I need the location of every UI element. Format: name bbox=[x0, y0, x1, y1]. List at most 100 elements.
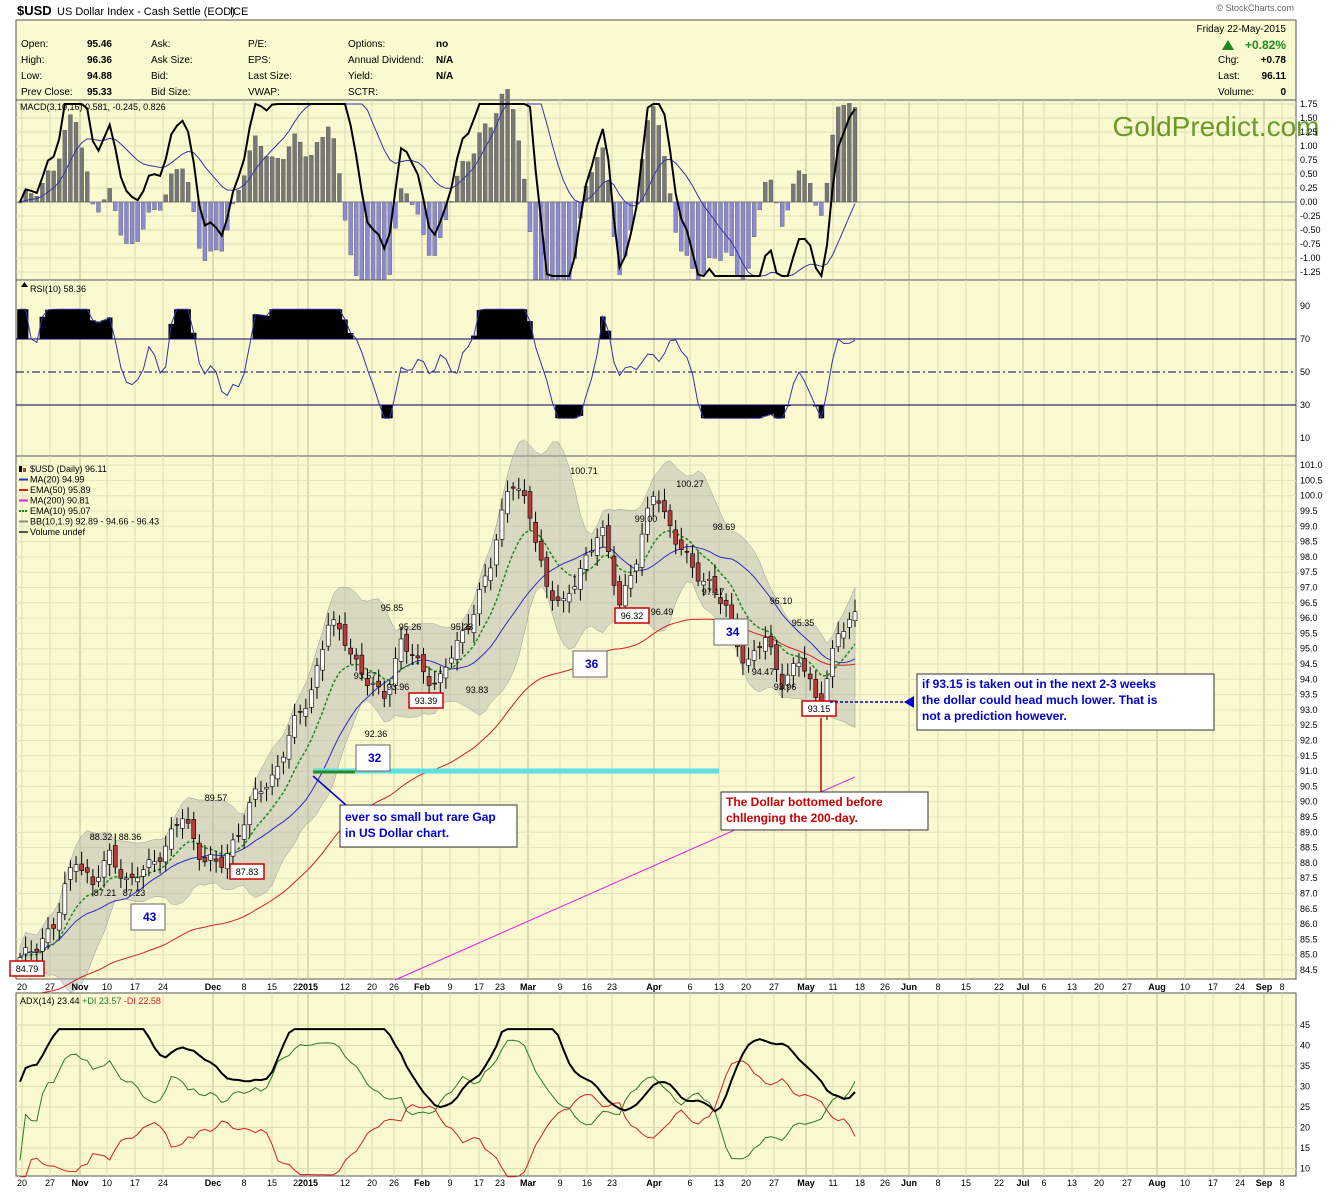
y-tick-label: 88.5 bbox=[1300, 843, 1318, 853]
x-tick-label: 22 bbox=[293, 982, 303, 992]
day-count-box bbox=[355, 744, 391, 772]
y-tick-label: 1.75 bbox=[1300, 99, 1318, 109]
x-tick-label: 15 bbox=[961, 982, 971, 992]
price-panel: 100.71 100.27 99.00 98.69 97.17 96.49 96.10 95.… bbox=[9, 439, 1323, 995]
macd-line bbox=[19, 102, 856, 279]
macd-histogram-bar bbox=[51, 170, 56, 203]
candle-body bbox=[796, 662, 802, 668]
rsi-overbought-fill bbox=[17, 309, 841, 339]
y-tick-label: 90.0 bbox=[1300, 797, 1318, 807]
price-label: 93.83 bbox=[466, 685, 489, 695]
y-tick-label: 90 bbox=[1300, 301, 1310, 311]
candle-body bbox=[381, 691, 387, 699]
candle-body bbox=[572, 586, 578, 590]
candle-body bbox=[213, 858, 219, 862]
macd-histogram-bar bbox=[791, 183, 796, 203]
x-tick-label: 20 bbox=[367, 982, 377, 992]
candle-body bbox=[594, 537, 600, 556]
y-tick-label: 45 bbox=[1300, 1020, 1310, 1030]
candle-body bbox=[342, 624, 348, 646]
x-tick-label: 13 bbox=[714, 982, 724, 992]
candle-body bbox=[802, 658, 807, 672]
candle-body bbox=[191, 819, 197, 839]
candle-body bbox=[365, 678, 370, 687]
macd-histogram-bar bbox=[751, 201, 757, 237]
price-label: 95.26 bbox=[399, 622, 422, 632]
copyright: © StockCharts.com bbox=[1216, 3, 1294, 13]
x-tick-label: 8 bbox=[241, 982, 246, 992]
candle-body bbox=[73, 864, 79, 872]
field-value: 95.46 bbox=[87, 39, 112, 50]
macd-histogram-bar bbox=[107, 188, 112, 203]
candle-body bbox=[477, 589, 482, 615]
macd-histogram-bar bbox=[779, 201, 785, 227]
y-tick-label: 87.5 bbox=[1300, 873, 1318, 883]
candle-body bbox=[438, 673, 443, 684]
x-tick-label: 15 bbox=[267, 982, 277, 992]
candle-body bbox=[370, 682, 376, 685]
x-tick-label: 8 bbox=[241, 1178, 246, 1188]
x-tick-label: 16 bbox=[582, 1178, 592, 1188]
legend-entry: EMA(10) 95.07 bbox=[30, 506, 91, 516]
macd-histogram-bar bbox=[796, 170, 802, 203]
macd-histogram-bar bbox=[96, 201, 101, 213]
candle-body bbox=[606, 525, 611, 553]
rsi-oversold-fill bbox=[381, 405, 825, 419]
macd-histogram-bar bbox=[398, 188, 404, 203]
y-tick-label: 95.5 bbox=[1300, 628, 1318, 638]
macd-histogram-bar bbox=[740, 201, 746, 287]
candle-body bbox=[701, 580, 706, 586]
macd-histogram-bar bbox=[348, 201, 353, 256]
x-tick-label: Feb bbox=[414, 1178, 431, 1188]
x-tick-label: 8 bbox=[1279, 982, 1284, 992]
candle-body bbox=[466, 626, 471, 630]
macd-histogram-bar bbox=[718, 201, 723, 261]
candle-body bbox=[544, 557, 550, 587]
candle-body bbox=[225, 853, 230, 870]
x-tick-label: 13 bbox=[714, 1178, 724, 1188]
candle-body bbox=[841, 631, 847, 639]
macd-histogram-bar bbox=[17, 201, 23, 204]
y-tick-label: 99.0 bbox=[1300, 521, 1318, 531]
candle-body bbox=[146, 859, 152, 868]
x-tick-label: 23 bbox=[607, 982, 617, 992]
candle-body bbox=[426, 676, 432, 686]
candle-body bbox=[488, 567, 494, 581]
macd-histogram-bar bbox=[488, 127, 493, 203]
x-tick-label: 8 bbox=[935, 982, 940, 992]
macd-histogram-bar bbox=[146, 201, 152, 213]
macd-histogram-bar bbox=[466, 161, 471, 203]
field-value: 0 bbox=[1280, 87, 1286, 98]
x-tick-label: 24 bbox=[158, 982, 168, 992]
x-tick-label: 20 bbox=[1094, 1178, 1104, 1188]
macd-histogram-bar bbox=[157, 201, 163, 211]
macd-histogram-bar bbox=[824, 183, 830, 203]
price-label: 99.00 bbox=[635, 514, 658, 524]
candle-body bbox=[432, 682, 437, 685]
candle-body bbox=[482, 575, 488, 587]
candle-body bbox=[118, 869, 124, 879]
change-percent: +0.82% bbox=[1245, 38, 1286, 52]
x-tick-label: 6 bbox=[1041, 1178, 1046, 1188]
macd-histogram-bar bbox=[723, 201, 729, 253]
svg-text:if 93.15 is taken out in the n: if 93.15 is taken out in the next 2-3 we… bbox=[922, 677, 1158, 723]
candle-body bbox=[45, 928, 51, 944]
field-label: Low: bbox=[21, 71, 42, 82]
macd-histogram-bar bbox=[482, 123, 488, 203]
macd-histogram-bar bbox=[219, 201, 224, 252]
x-tick-label: 13 bbox=[1067, 1178, 1077, 1188]
macd-histogram-bar bbox=[667, 193, 673, 203]
ma20-line bbox=[19, 545, 856, 958]
macd-histogram-bar bbox=[320, 137, 325, 203]
boxed-price-text: 93.15 bbox=[808, 704, 831, 714]
macd-histogram-bar bbox=[152, 201, 157, 210]
legend-entry: MA(20) 94.99 bbox=[30, 475, 85, 485]
candle-body bbox=[600, 527, 606, 537]
y-tick-label: -0.75 bbox=[1300, 239, 1321, 249]
x-tick-label: Apr bbox=[646, 982, 662, 992]
y-tick-label: 15 bbox=[1300, 1143, 1310, 1153]
